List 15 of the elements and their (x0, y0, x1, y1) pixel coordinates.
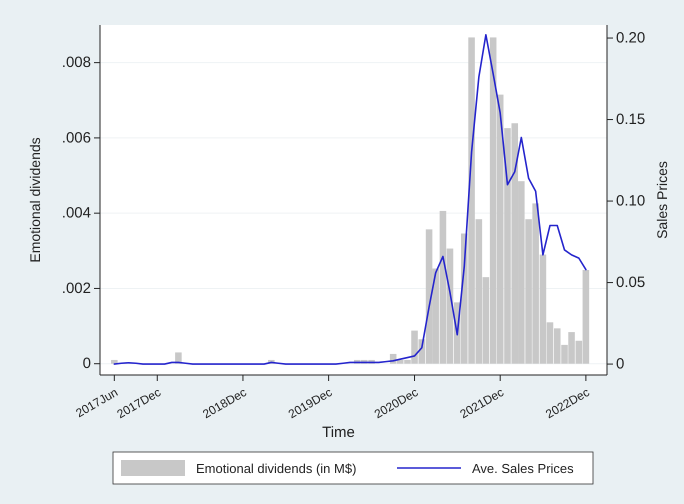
legend-label: Emotional dividends (in M$) (196, 461, 356, 476)
y2-tick-label: 0.05 (616, 274, 646, 292)
y2-tick-label: 0.15 (616, 111, 646, 128)
y2-tick-label: 0.10 (616, 192, 646, 210)
y-tick-label: 0 (82, 355, 91, 372)
y2-tick-label: 0.20 (616, 30, 646, 47)
y-tick-label: .008 (62, 54, 91, 72)
y-tick-label: .002 (62, 280, 91, 297)
y-tick-label: .006 (62, 129, 91, 146)
y-tick-label: .004 (62, 204, 91, 222)
y2-axis-title: Sales Prices (654, 161, 670, 239)
y2-tick-label: 0 (616, 356, 624, 373)
x-axis-title: Time (322, 424, 355, 441)
legend-label: Ave. Sales Prices (472, 461, 574, 476)
y-axis-title: Emotional dividends (27, 137, 43, 263)
